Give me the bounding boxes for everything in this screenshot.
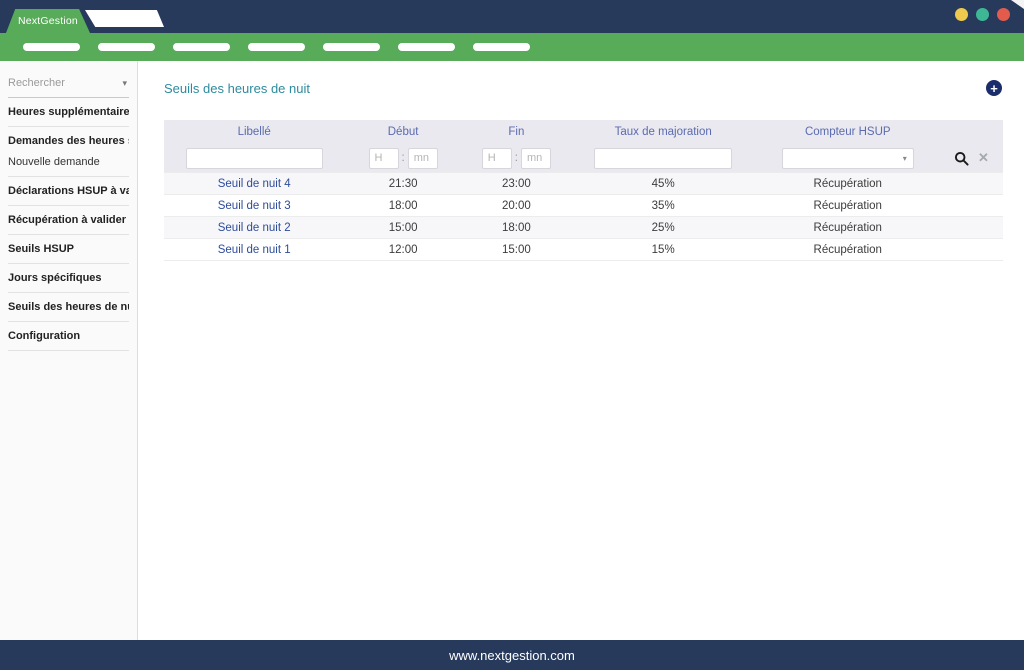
nav-pill-1[interactable] <box>23 43 80 51</box>
footer-url[interactable]: www.nextgestion.com <box>449 647 575 663</box>
traffic-light-green[interactable] <box>976 8 989 21</box>
column-header-fin: Fin <box>508 126 525 138</box>
row-compteur: Récupération <box>813 199 882 212</box>
table-row: Seuil de nuit 3 18:00 20:00 35% Récupéra… <box>164 195 1003 217</box>
plus-icon: + <box>990 80 998 96</box>
row-fin: 23:00 <box>501 177 531 190</box>
sidebar-item-seuils-des-heures-de-nuit[interactable]: Seuils des heures de nuit <box>8 301 129 313</box>
filter-compteur-select[interactable]: ▾ <box>781 147 914 169</box>
table-head: Libellé Début Fin Taux de majoration Com… <box>164 120 1003 172</box>
add-button[interactable]: + <box>986 80 1002 96</box>
nav-pill-4[interactable] <box>248 43 305 51</box>
sidebar-item-heures-supplementaires[interactable]: Heures supplémentaires <box>8 106 129 118</box>
row-fin: 20:00 <box>501 199 531 212</box>
row-compteur: Récupération <box>813 221 882 234</box>
sidebar-item-demandes-des-heures[interactable]: Demandes des heures s... <box>8 135 129 147</box>
sidebar-group: Seuils des heures de nuit <box>8 293 129 322</box>
nav-pill-3[interactable] <box>173 43 230 51</box>
sidebar-group: Heures supplémentaires <box>8 98 129 127</box>
filter-debut-minute-input[interactable] <box>407 147 438 169</box>
row-fin: 15:00 <box>501 243 531 256</box>
nav-pill-5[interactable] <box>323 43 380 51</box>
sidebar-item-seuils-hsup[interactable]: Seuils HSUP <box>8 243 75 255</box>
row-libelle-link[interactable]: Seuil de nuit 1 <box>217 243 291 256</box>
sidebar-item-jours-specifiques[interactable]: Jours spécifiques <box>8 272 102 284</box>
corner-decoration <box>1011 0 1024 9</box>
nav-pill-6[interactable] <box>398 43 455 51</box>
row-debut: 18:00 <box>388 199 418 212</box>
search-button[interactable] <box>954 151 969 166</box>
sidebar-group: Récupération à valider <box>8 206 129 235</box>
filter-taux-input[interactable] <box>594 147 733 169</box>
column-header-taux: Taux de majoration <box>614 126 712 138</box>
table-filter-row: : : ▾ <box>164 144 1003 172</box>
sidebar-group: Jours spécifiques <box>8 264 129 293</box>
nav-pill-2[interactable] <box>98 43 155 51</box>
column-header-compteur: Compteur HSUP <box>804 126 891 138</box>
close-icon: ✕ <box>978 150 989 165</box>
column-header-libelle: Libellé <box>237 126 271 138</box>
traffic-light-red[interactable] <box>997 8 1010 21</box>
table-row: Seuil de nuit 1 12:00 15:00 15% Récupéra… <box>164 239 1003 261</box>
time-separator: : <box>514 152 518 164</box>
traffic-light-yellow[interactable] <box>955 8 968 21</box>
filter-fin-minute-input[interactable] <box>520 147 551 169</box>
sidebar-item-recuperation-a-valider[interactable]: Récupération à valider <box>8 214 126 226</box>
sidebar-group: Seuils HSUP <box>8 235 129 264</box>
page-title: Seuils des heures de nuit <box>164 80 310 96</box>
row-taux: 25% <box>651 221 675 234</box>
table-row: Seuil de nuit 4 21:30 23:00 45% Récupéra… <box>164 173 1003 195</box>
secondary-tab[interactable] <box>85 10 164 27</box>
brand-name: NextGestion <box>18 15 78 27</box>
brand-tab[interactable]: NextGestion <box>6 9 90 33</box>
row-debut: 12:00 <box>388 243 418 256</box>
row-libelle-link[interactable]: Seuil de nuit 3 <box>217 199 291 212</box>
search-icon <box>954 151 969 166</box>
window-controls <box>955 8 1010 21</box>
time-separator: : <box>401 152 405 164</box>
row-libelle-link[interactable]: Seuil de nuit 2 <box>217 221 291 234</box>
row-libelle-link[interactable]: Seuil de nuit 4 <box>217 177 291 190</box>
top-bar: NextGestion <box>0 0 1024 33</box>
sidebar-search-select[interactable]: Rechercher ▾ <box>8 75 129 98</box>
primary-nav <box>0 33 1024 61</box>
chevron-down-icon: ▾ <box>122 77 127 88</box>
sidebar-item-nouvelle-demande[interactable]: Nouvelle demande <box>8 156 100 168</box>
clear-filters-button[interactable]: ✕ <box>978 150 989 166</box>
filter-libelle-input[interactable] <box>185 147 323 169</box>
row-fin: 18:00 <box>501 221 531 234</box>
row-debut: 15:00 <box>388 221 418 234</box>
footer: www.nextgestion.com <box>0 640 1024 670</box>
sidebar-group: Demandes des heures s... Nouvelle demand… <box>8 127 129 177</box>
sidebar-group: Configuration <box>8 322 129 351</box>
row-compteur: Récupération <box>813 177 882 190</box>
search-placeholder: Rechercher <box>8 77 65 89</box>
row-taux: 15% <box>651 243 675 256</box>
row-taux: 35% <box>651 199 675 212</box>
data-table: Libellé Début Fin Taux de majoration Com… <box>164 120 1003 261</box>
row-taux: 45% <box>651 177 675 190</box>
sidebar: Rechercher ▾ Heures supplémentaires Dema… <box>0 61 138 640</box>
page-header: Seuils des heures de nuit + <box>139 61 1024 96</box>
column-header-debut: Début <box>387 126 419 138</box>
main-content: Seuils des heures de nuit + Libellé Débu… <box>139 61 1024 640</box>
nav-pill-7[interactable] <box>473 43 530 51</box>
table-header-row: Libellé Début Fin Taux de majoration Com… <box>164 120 1003 144</box>
row-compteur: Récupération <box>813 243 882 256</box>
chevron-down-icon: ▾ <box>902 153 907 163</box>
row-debut: 21:30 <box>388 177 418 190</box>
table-row: Seuil de nuit 2 15:00 18:00 25% Récupéra… <box>164 217 1003 239</box>
table-body: Seuil de nuit 4 21:30 23:00 45% Récupéra… <box>164 172 1003 261</box>
sidebar-group: Déclarations HSUP à val... <box>8 177 129 206</box>
filter-debut-hour-input[interactable] <box>368 147 399 169</box>
sidebar-item-declarations-hsup[interactable]: Déclarations HSUP à val... <box>8 185 129 197</box>
sidebar-item-configuration[interactable]: Configuration <box>8 330 81 342</box>
filter-fin-hour-input[interactable] <box>481 147 512 169</box>
